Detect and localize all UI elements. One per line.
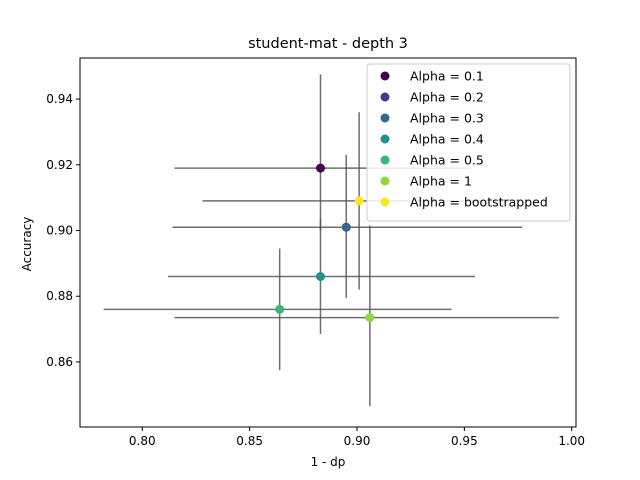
y-tick-label: 0.94 bbox=[46, 92, 73, 106]
data-point bbox=[315, 163, 325, 173]
data-point bbox=[275, 304, 285, 314]
data-point bbox=[315, 272, 325, 282]
x-tick-label: 0.80 bbox=[129, 434, 156, 448]
legend-label: Alpha = 1 bbox=[410, 174, 472, 189]
legend-marker bbox=[380, 155, 390, 165]
x-tick-label: 0.85 bbox=[236, 434, 263, 448]
x-tick-label: 0.90 bbox=[344, 434, 371, 448]
legend-marker bbox=[380, 197, 390, 207]
data-point bbox=[365, 313, 375, 323]
legend: Alpha = 0.1 Alpha = 0.2 Alpha = 0.3 Alpha =… bbox=[366, 63, 571, 222]
legend-label: Alpha = 0.3 bbox=[410, 111, 484, 126]
legend-label: Alpha = 0.4 bbox=[410, 132, 484, 147]
data-point bbox=[341, 222, 351, 232]
legend-label: Alpha = 0.1 bbox=[410, 69, 484, 84]
legend-marker bbox=[380, 176, 390, 186]
y-tick-label: 0.92 bbox=[46, 158, 73, 172]
y-axis-label: Accuracy bbox=[20, 217, 34, 272]
data-point bbox=[354, 196, 364, 206]
legend-marker bbox=[380, 113, 390, 123]
legend-marker bbox=[380, 134, 390, 144]
x-tick-label: 1.00 bbox=[558, 434, 585, 448]
y-tick-label: 0.86 bbox=[46, 355, 73, 369]
chart-title: student-mat - depth 3 bbox=[248, 36, 408, 52]
legend-marker bbox=[380, 92, 390, 102]
x-tick-label: 0.95 bbox=[451, 434, 478, 448]
legend-label: Alpha = bootstrapped bbox=[410, 195, 548, 210]
legend-label: Alpha = 0.2 bbox=[410, 90, 484, 105]
legend-marker bbox=[380, 71, 390, 81]
y-tick-label: 0.88 bbox=[46, 289, 73, 303]
y-tick-label: 0.90 bbox=[46, 224, 73, 238]
legend-label: Alpha = 0.5 bbox=[410, 153, 484, 168]
plot-frame bbox=[79, 57, 577, 428]
legend-box bbox=[366, 63, 571, 222]
x-axis-label: 1 - dp bbox=[311, 455, 346, 469]
